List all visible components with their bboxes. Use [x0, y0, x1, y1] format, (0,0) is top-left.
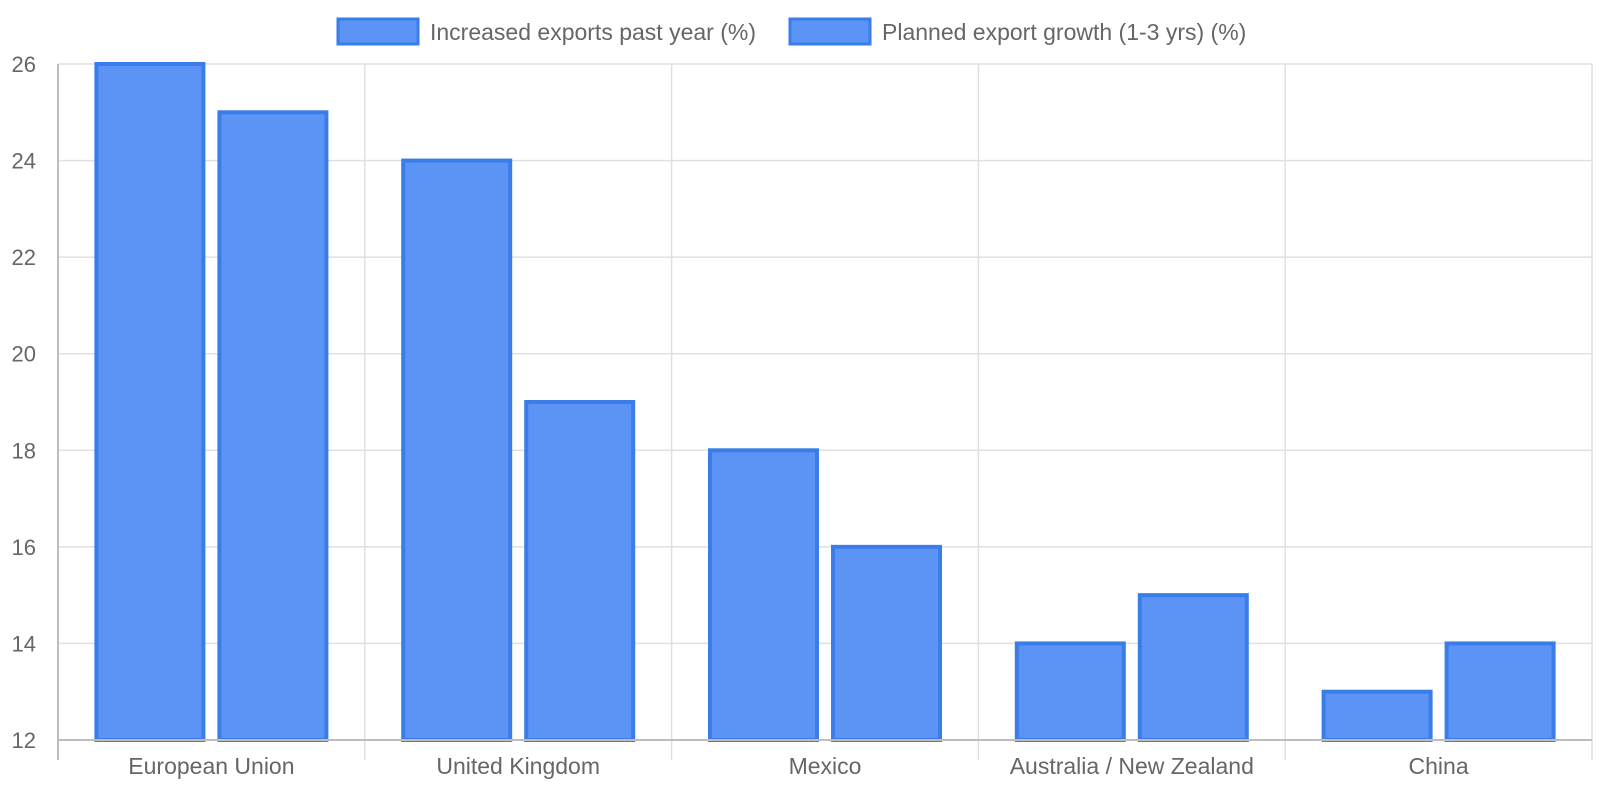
y-tick-label: 16	[12, 535, 36, 560]
legend-label-2[interactable]: Planned export growth (1-3 yrs) (%)	[882, 19, 1246, 45]
y-tick-label: 12	[12, 728, 36, 753]
x-tick-label: China	[1409, 753, 1469, 779]
bar-2-1[interactable]	[217, 110, 329, 743]
legend[interactable]: Increased exports past year (%) Planned e…	[336, 17, 1246, 46]
legend-label-1[interactable]: Increased exports past year (%)	[430, 19, 756, 45]
bar-2-5[interactable]	[1444, 641, 1556, 743]
y-tick-label: 18	[12, 438, 36, 463]
x-tick-label: Mexico	[789, 753, 862, 779]
y-tick-label: 24	[12, 149, 36, 174]
bar-1-1[interactable]	[94, 62, 206, 742]
legend-swatch-1[interactable]	[336, 17, 420, 46]
x-tick-label: Australia / New Zealand	[1010, 753, 1254, 779]
bar-1-4[interactable]	[1014, 641, 1126, 743]
x-tick-label: European Union	[128, 753, 294, 779]
axes: 12 14 16 18 20 22 24 26 European Union United Kin…	[12, 52, 1592, 779]
bar-2-2[interactable]	[524, 400, 636, 742]
y-tick-label: 26	[12, 52, 36, 77]
y-tick-label: 22	[12, 245, 36, 270]
legend-swatch-2[interactable]	[788, 17, 872, 46]
bar-2-4[interactable]	[1137, 593, 1249, 743]
x-tick-label: United Kingdom	[436, 753, 600, 779]
bar-1-3[interactable]	[708, 448, 819, 742]
bar-1-2[interactable]	[401, 158, 513, 743]
y-tick-label: 14	[12, 631, 36, 656]
y-tick-label: 20	[12, 342, 36, 367]
bar-1-5[interactable]	[1321, 689, 1433, 743]
bars	[94, 62, 1556, 743]
bar-2-3[interactable]	[831, 544, 942, 742]
